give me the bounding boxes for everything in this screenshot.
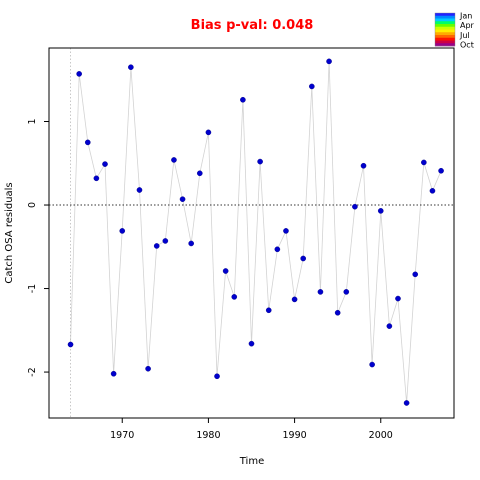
legend-label: Apr — [460, 21, 475, 30]
residual-connector-lines — [70, 61, 442, 404]
reference-lines — [49, 48, 454, 418]
data-point — [334, 309, 341, 316]
x-tick-label: 1970 — [110, 430, 134, 441]
data-point — [102, 161, 108, 167]
data-point — [240, 96, 246, 103]
data-point — [403, 400, 410, 406]
data-point — [257, 158, 263, 165]
legend-color-swatch — [435, 43, 455, 47]
data-point — [377, 208, 384, 214]
legend-color-swatch — [435, 24, 455, 28]
data-point — [309, 83, 315, 90]
data-point — [317, 289, 324, 295]
data-point — [283, 228, 289, 234]
x-tick-label: 1990 — [282, 430, 306, 441]
y-tick-label: -2 — [27, 367, 38, 376]
legend-color-swatch — [435, 40, 455, 44]
y-axis: -2 -1 0 1 — [27, 118, 49, 377]
legend-color-swatch — [435, 21, 455, 25]
legend-color-swatch — [435, 35, 455, 39]
data-point — [360, 162, 367, 169]
data-point — [67, 341, 74, 348]
data-point — [119, 228, 126, 234]
data-point — [153, 243, 160, 249]
legend-label: Jul — [459, 31, 470, 40]
data-point — [162, 238, 169, 244]
data-point — [145, 365, 151, 372]
y-axis-label: Catch OSA residuals — [4, 182, 15, 283]
legend-frame — [434, 12, 456, 47]
y-tick-label: 0 — [27, 202, 38, 208]
data-point — [300, 255, 307, 262]
data-point — [429, 188, 436, 194]
data-point — [412, 271, 419, 278]
data-point — [369, 361, 375, 368]
data-point — [274, 246, 281, 253]
data-point — [214, 373, 220, 380]
data-point — [110, 370, 117, 377]
data-point — [188, 240, 194, 247]
legend-label: Jan — [459, 12, 472, 21]
data-point — [438, 167, 444, 174]
chart-title: Bias p-val: 0.048 — [191, 18, 314, 33]
data-point — [93, 175, 100, 182]
plot-frame — [48, 47, 455, 419]
x-tick-label: 1980 — [196, 430, 220, 441]
residual-line — [70, 61, 442, 404]
legend-color-swatch — [435, 32, 455, 36]
data-point — [248, 340, 255, 347]
data-point — [222, 268, 229, 274]
data-point — [171, 157, 177, 163]
legend-color-swatch — [435, 29, 455, 33]
data-point — [352, 203, 358, 210]
legend-color-swatch — [435, 15, 455, 19]
data-point — [205, 129, 212, 136]
data-point — [386, 323, 393, 329]
legend-color-swatch — [435, 26, 455, 30]
x-tick-label: 2000 — [369, 430, 393, 441]
legend-color-swatch — [435, 13, 455, 17]
data-point — [196, 170, 203, 177]
data-point — [76, 71, 82, 77]
data-point — [128, 64, 134, 71]
y-tick-label: -1 — [27, 284, 38, 293]
data-point — [265, 307, 272, 314]
data-point — [343, 289, 350, 295]
legend-label: Oct — [460, 41, 474, 50]
residual-points — [67, 58, 444, 406]
data-point — [179, 196, 186, 202]
data-point — [326, 58, 332, 65]
legend-color-swatch — [435, 37, 455, 41]
data-point — [84, 139, 91, 146]
y-tick-label: 1 — [27, 118, 38, 124]
data-point — [136, 187, 143, 193]
x-axis: 1970 1980 1990 2000 — [110, 418, 393, 441]
legend-color-swatch — [435, 18, 455, 22]
data-point — [291, 296, 298, 303]
data-point — [421, 159, 427, 166]
data-point — [231, 294, 238, 300]
x-axis-label: Time — [239, 456, 264, 467]
data-point — [395, 295, 401, 302]
